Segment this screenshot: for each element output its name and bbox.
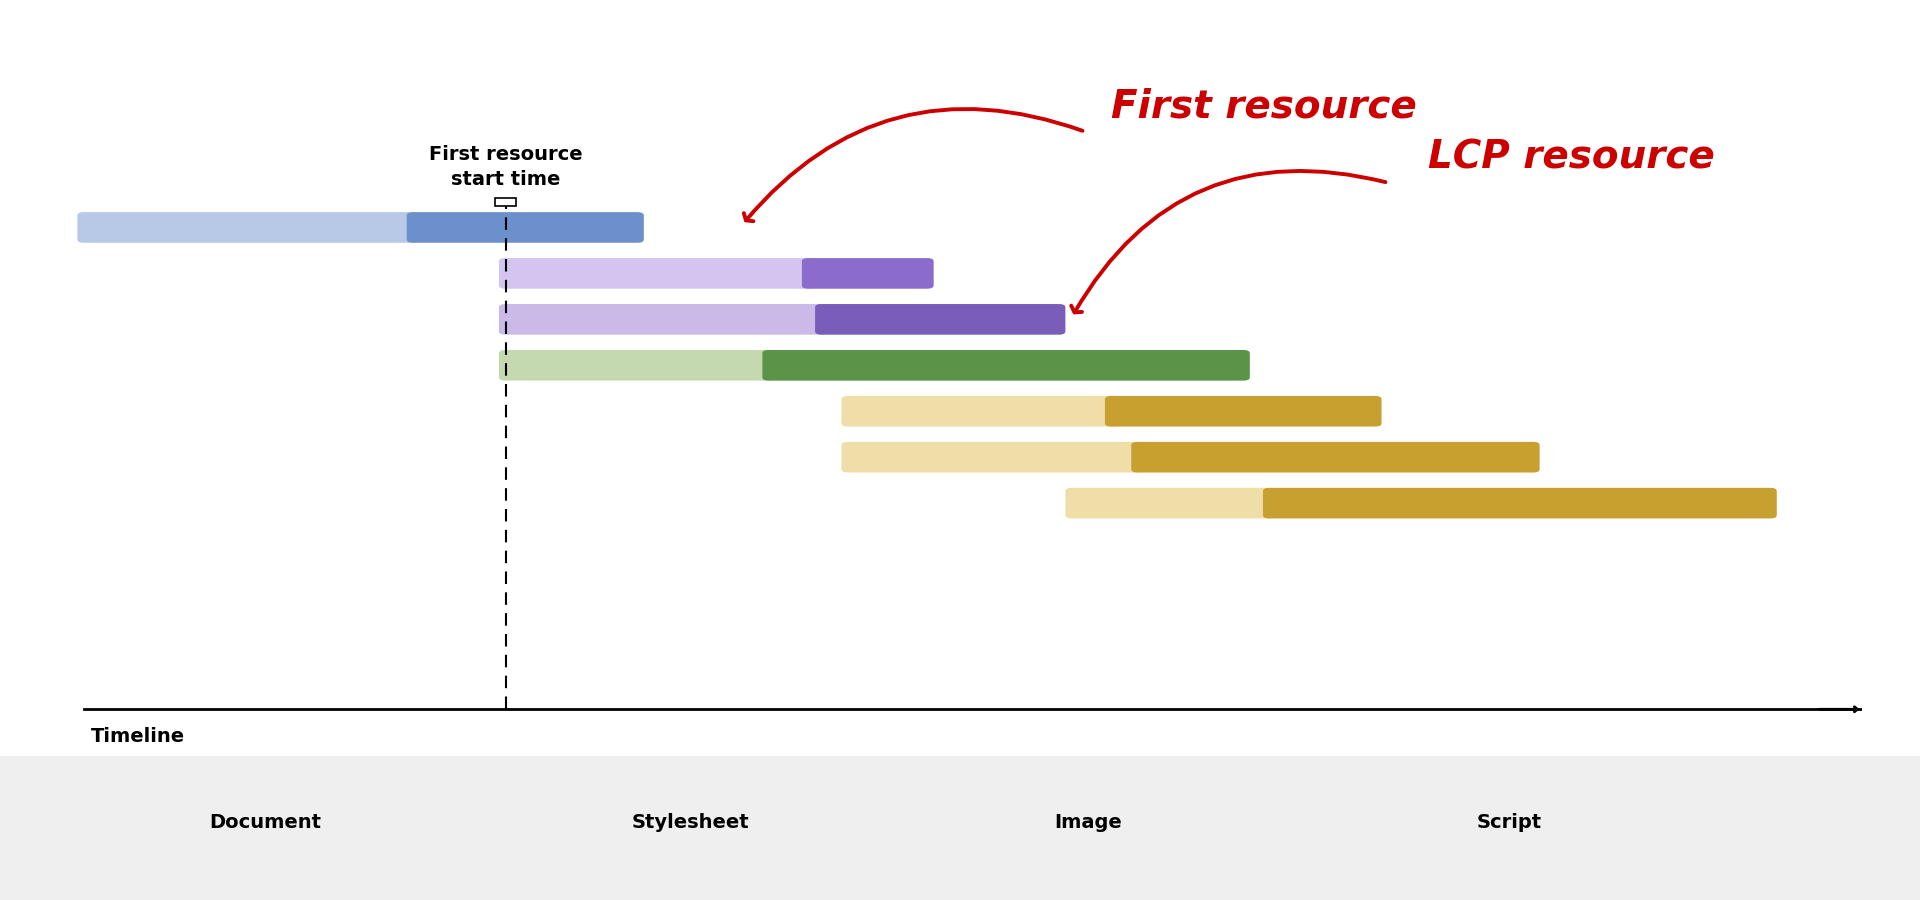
Text: Timeline: Timeline	[90, 727, 184, 746]
Text: LCP resource: LCP resource	[1428, 139, 1715, 176]
FancyBboxPatch shape	[499, 258, 816, 289]
Text: First resource: First resource	[1112, 87, 1417, 125]
FancyBboxPatch shape	[1066, 488, 1277, 518]
FancyBboxPatch shape	[499, 304, 828, 335]
Text: Image: Image	[1054, 813, 1121, 833]
FancyBboxPatch shape	[841, 396, 1117, 427]
FancyBboxPatch shape	[1131, 442, 1540, 472]
FancyBboxPatch shape	[841, 442, 1144, 472]
FancyBboxPatch shape	[499, 350, 776, 381]
FancyBboxPatch shape	[1263, 488, 1776, 518]
FancyBboxPatch shape	[407, 212, 643, 243]
Text: Stylesheet: Stylesheet	[632, 813, 749, 833]
FancyBboxPatch shape	[762, 350, 1250, 381]
Text: First resource
start time: First resource start time	[428, 145, 582, 188]
FancyBboxPatch shape	[77, 212, 420, 243]
Text: Script: Script	[1476, 813, 1542, 833]
FancyBboxPatch shape	[1104, 396, 1382, 427]
Bar	[495, 198, 516, 206]
FancyBboxPatch shape	[803, 258, 933, 289]
Text: Document: Document	[209, 813, 323, 833]
FancyBboxPatch shape	[816, 304, 1066, 335]
